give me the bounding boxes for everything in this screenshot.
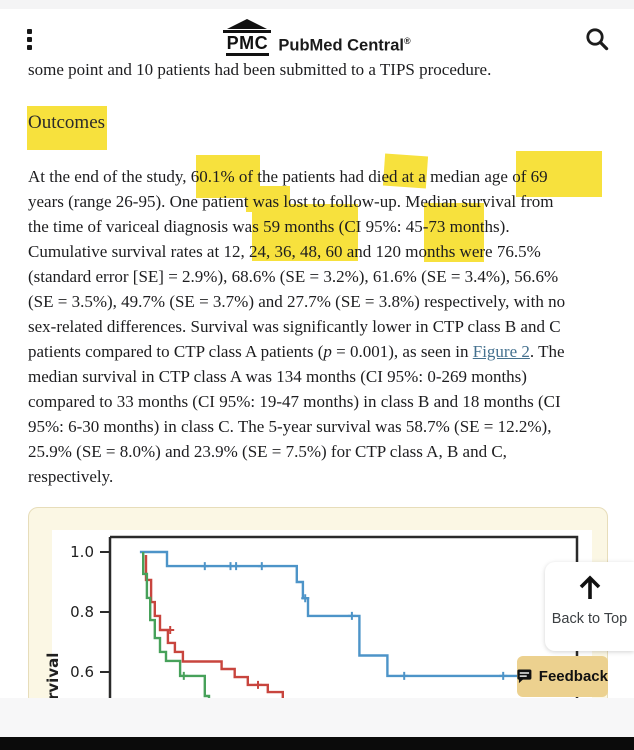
kaplan-meier-chart [100,535,579,698]
back-to-top-label: Back to Top [551,611,628,627]
article-line: Cumulative survival rates at 12, 24, 36,… [28,242,541,261]
article-line: respectively. [28,467,114,486]
article-line: median survival in CTP class A was 134 m… [28,367,527,386]
pmc-roof-icon [227,19,268,29]
censor-marks-blue [200,562,508,680]
app-header: PMC PubMed Central® [0,0,634,60]
article-line: 95%: 6-30 months) in class C. The 5-year… [28,417,552,436]
highlight-outcomes [27,106,107,150]
y-axis-label-partial: rvival [44,652,62,700]
pmc-logo-text: PMC [225,33,270,56]
article-line: sex-related differences. Survival was si… [28,317,561,336]
survival-curve-green [141,552,211,698]
article-line: (standard error [SE] = 2.9%), 68.6% (SE … [28,267,559,286]
article-line-with-link: patients compared to CTP class A patient… [28,342,565,361]
menu-kebab-icon[interactable] [22,26,38,54]
registered-mark: ® [403,35,411,46]
feedback-chat-icon [517,669,532,684]
gesture-nav-bar[interactable] [0,737,634,750]
highlight-age-of-69 [516,151,602,197]
figure-2-link[interactable]: Figure 2 [472,342,530,361]
arrow-up-icon [579,575,600,599]
article-line: 25.9% (SE = 8.0%) and 23.9% (SE = 7.5%) … [28,442,507,461]
article-line: years (range 26-95). One patient was los… [28,192,554,211]
ytick-0-8: 0.8 [70,603,94,621]
highlight-was-59-months [252,204,358,261]
ytick-0-6: 0.6 [70,663,94,681]
p-value-italic: p [323,342,332,361]
y-axis-ticks [100,551,110,673]
censor-marks-red [166,626,262,689]
survival-curve-blue [139,550,577,678]
search-icon[interactable] [584,26,610,52]
ytick-1-0: 1.0 [70,543,94,561]
survival-curve-red [144,555,284,698]
section-heading-outcomes: Outcomes [28,112,106,133]
feedback-label: Feedback [538,668,608,685]
highlight-45-73 [424,203,484,262]
pmc-logo: PMC PubMed Central® [0,18,634,56]
article-line: (SE = 3.5%), 49.7% (SE = 3.7%) and 27.7%… [28,292,566,311]
article-line: compared to 33 months (CI 95%: 19-47 mon… [28,392,561,411]
back-to-top-button[interactable]: Back to Top [545,562,634,651]
pubmed-central-text: PubMed Central® [278,35,411,55]
status-strip [0,0,634,9]
censor-marks-green [179,671,188,680]
article-line: the time of variceal diagnosis was 59 mo… [28,217,510,236]
article-line: At the end of the study, 60.1% of the pa… [28,167,548,186]
feedback-button[interactable]: Feedback [517,656,608,697]
article-partial-line: some point and 10 patients had been subm… [28,60,492,79]
